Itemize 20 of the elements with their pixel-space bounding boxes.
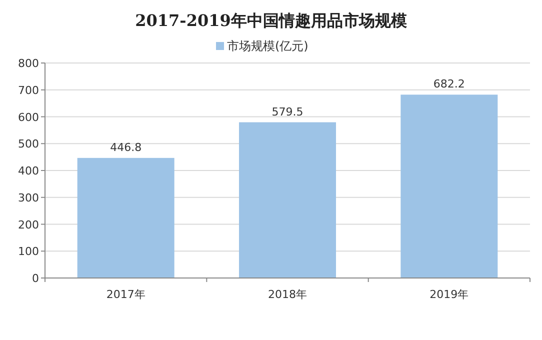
bar	[239, 122, 336, 278]
chart-title: 2017-2019年中国情趣用品市场规模	[135, 11, 407, 30]
y-tick-label: 0	[32, 272, 39, 285]
y-tick-label: 200	[18, 218, 39, 232]
data-label: 446.8	[110, 140, 142, 154]
x-tick-label: 2018年	[268, 288, 307, 301]
y-tick-label: 800	[18, 57, 39, 70]
x-tick-label: 2019年	[430, 288, 469, 301]
legend-label: 市场规模(亿元)	[227, 39, 308, 53]
bar	[400, 94, 498, 278]
y-tick-label: 600	[18, 110, 39, 124]
y-tick-label: 500	[18, 138, 39, 151]
y-tick-label: 400	[18, 164, 39, 178]
data-label: 579.5	[272, 105, 304, 118]
y-tick-label: 300	[18, 191, 39, 204]
bar	[77, 158, 174, 278]
x-tick-label: 2017年	[106, 288, 146, 301]
y-tick-label: 700	[18, 84, 39, 97]
data-label: 682.2	[433, 78, 465, 91]
y-tick-label: 100	[18, 245, 39, 258]
